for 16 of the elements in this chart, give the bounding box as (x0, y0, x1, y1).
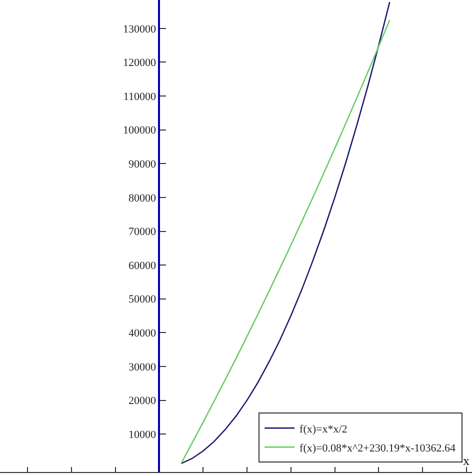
y-tick-label: 10000 (128, 428, 156, 441)
y-tick-label: 80000 (128, 192, 156, 204)
y-tick-label: 40000 (128, 328, 156, 340)
x-axis-title: x (463, 453, 470, 468)
legend-label: f(x)=0.08*x^2+230.19*x-10362.64 (300, 442, 456, 454)
y-tick-label: 20000 (128, 395, 156, 408)
y-tick-label: 130000 (122, 23, 156, 36)
y-tick-label: 60000 (128, 260, 156, 272)
y-tick-label: 70000 (128, 226, 156, 238)
y-tick-label: 120000 (122, 57, 156, 70)
y-tick-label: 50000 (128, 294, 156, 306)
y-tick-label: 100000 (122, 124, 156, 137)
y-tick-label: 110000 (123, 90, 156, 103)
legend-label: f(x)=x*x/2 (300, 423, 348, 436)
y-tick-label: 30000 (128, 361, 156, 374)
y-tick-label: 90000 (128, 158, 156, 170)
